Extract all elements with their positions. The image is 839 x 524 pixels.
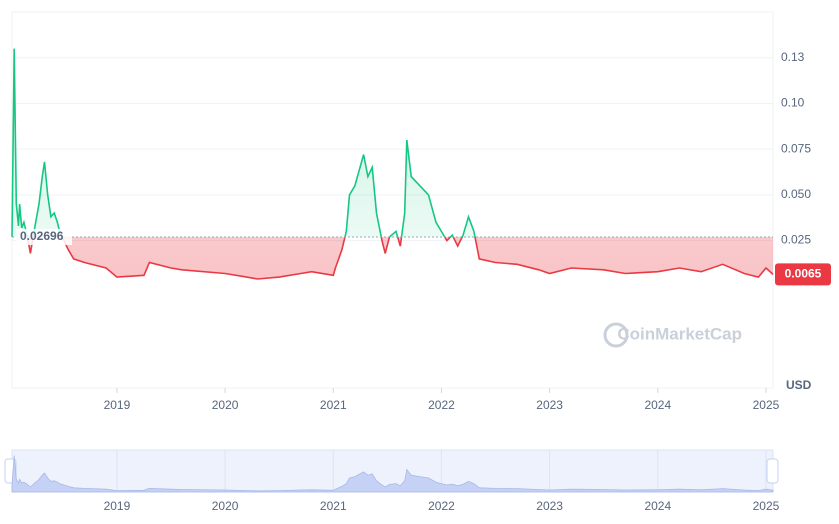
current-price-label: 0.0065 <box>785 267 822 281</box>
navigator-handle[interactable] <box>766 458 779 484</box>
navigator-tick-label: 2020 <box>212 499 239 513</box>
watermark: CoinMarketCap <box>617 324 742 343</box>
x-tick-label: 2024 <box>644 398 671 412</box>
y-tick-label: 0.050 <box>781 187 811 201</box>
navigator-tick-label: 2025 <box>753 499 780 513</box>
x-tick-label: 2023 <box>536 398 563 412</box>
current-price-badge <box>775 263 831 286</box>
x-tick-label: 2019 <box>104 398 131 412</box>
navigator-tick-label: 2024 <box>644 499 671 513</box>
x-tick-label: 2022 <box>428 398 455 412</box>
unit-label: USD <box>786 378 812 392</box>
navigator-tick-label: 2019 <box>104 499 131 513</box>
baseline-label-bg <box>16 228 72 245</box>
navigator-tick-label: 2022 <box>428 499 455 513</box>
y-tick-label: 0.075 <box>781 141 811 155</box>
watermark-logo <box>603 322 629 348</box>
navigator-tick-label: 2021 <box>320 499 347 513</box>
x-tick-label: 2025 <box>753 398 780 412</box>
navigator-series <box>11 455 774 493</box>
y-tick-label: 0.13 <box>781 50 805 64</box>
y-tick-label: 0.025 <box>781 233 811 247</box>
y-tick-label: 0.10 <box>781 96 805 110</box>
x-tick-label: 2020 <box>212 398 239 412</box>
navigator-tick-label: 2023 <box>536 499 563 513</box>
price-line-down <box>26 236 774 280</box>
x-tick-label: 2021 <box>320 398 347 412</box>
price-line-up <box>11 48 476 237</box>
area-down <box>27 236 773 279</box>
baseline-label: 0.02696 <box>20 229 64 243</box>
